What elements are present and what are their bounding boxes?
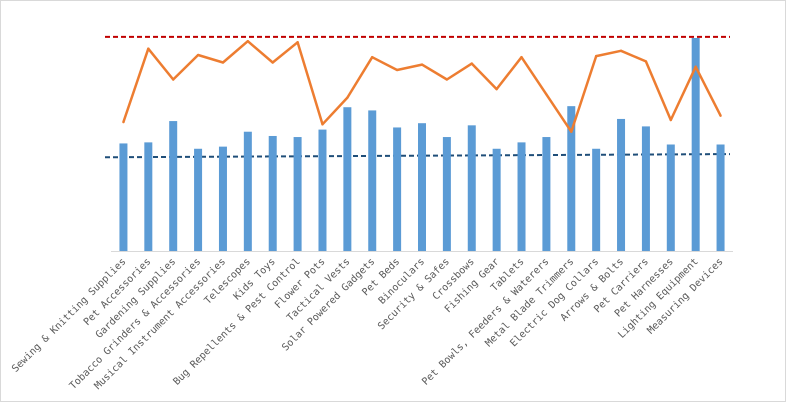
bar <box>318 129 327 251</box>
line-series <box>122 39 722 133</box>
line-point <box>296 41 299 44</box>
line-point <box>122 120 125 124</box>
line-point <box>570 130 573 133</box>
bars-layer <box>119 38 725 251</box>
bar <box>666 144 675 251</box>
bar <box>592 148 601 251</box>
bar <box>467 125 476 251</box>
line-point <box>321 123 324 126</box>
bar <box>641 126 650 251</box>
bar <box>716 144 725 251</box>
line-point <box>196 53 200 57</box>
bar <box>243 131 252 251</box>
bar <box>194 148 203 251</box>
bar <box>492 148 501 251</box>
line-point <box>271 61 274 64</box>
bar <box>393 127 402 251</box>
line-point <box>594 54 598 58</box>
bar <box>418 123 426 251</box>
bar <box>119 143 128 251</box>
line-point <box>445 78 449 81</box>
line-point <box>495 87 498 91</box>
bar <box>442 137 451 251</box>
bar <box>542 137 551 251</box>
line-point <box>644 60 648 63</box>
reference-lines-layer <box>104 35 731 159</box>
line-point <box>694 65 697 68</box>
line-point <box>619 49 623 52</box>
line-point <box>470 62 473 65</box>
bar <box>343 107 352 251</box>
line-point <box>395 68 399 72</box>
bar <box>293 137 302 251</box>
line-point <box>545 93 548 96</box>
line-series-layer <box>122 39 722 133</box>
line-point <box>420 63 424 66</box>
line-point <box>346 96 349 99</box>
bar <box>691 38 700 251</box>
line-point <box>520 55 523 59</box>
line-point <box>246 39 250 43</box>
bar <box>368 110 377 251</box>
line-point <box>719 114 722 117</box>
line-point <box>172 78 175 81</box>
reference-line-2 <box>104 153 731 159</box>
bar <box>617 118 626 251</box>
line-point <box>221 61 225 64</box>
line-point <box>371 55 374 59</box>
line-point <box>669 118 672 122</box>
bar <box>567 106 576 251</box>
bar <box>218 146 227 251</box>
line-point <box>147 47 150 50</box>
bar <box>268 135 277 251</box>
bar <box>169 121 178 251</box>
bar <box>517 142 526 251</box>
bar <box>144 142 153 251</box>
